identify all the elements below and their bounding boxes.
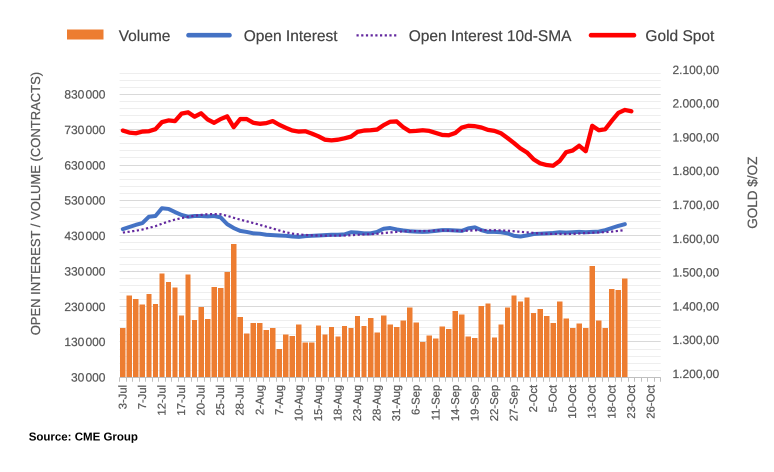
svg-text:10-Aug: 10-Aug — [293, 385, 305, 421]
svg-text:Volume: Volume — [119, 28, 171, 45]
svg-text:Open Interest: Open Interest — [244, 28, 339, 45]
svg-text:25-Jul: 25-Jul — [215, 385, 227, 416]
svg-text:22-Sep: 22-Sep — [489, 385, 501, 421]
svg-text:26-Oct: 26-Oct — [645, 384, 657, 419]
svg-text:11-Sep: 11-Sep — [430, 385, 442, 421]
svg-text:18-Aug: 18-Aug — [332, 385, 344, 421]
svg-text:20-Jul: 20-Jul — [196, 385, 208, 416]
svg-text:6-Sep: 6-Sep — [411, 385, 423, 415]
svg-text:1.800,00: 1.800,00 — [673, 164, 720, 178]
svg-text:1.400,00: 1.400,00 — [673, 299, 720, 313]
svg-text:OPEN INTEREST / VOLUME (CONTRA: OPEN INTEREST / VOLUME (CONTRACTS) — [28, 72, 43, 335]
svg-text:2.100,00: 2.100,00 — [673, 63, 720, 77]
svg-text:19-Sep: 19-Sep — [469, 385, 481, 421]
svg-text:1.700,00: 1.700,00 — [673, 198, 720, 212]
svg-text:1.900,00: 1.900,00 — [673, 130, 720, 144]
svg-text:18-Oct: 18-Oct — [606, 384, 618, 419]
svg-text:23-Oct: 23-Oct — [626, 384, 638, 419]
svg-text:Open Interest 10d-SMA: Open Interest 10d-SMA — [409, 28, 572, 45]
svg-text:23-Aug: 23-Aug — [352, 385, 364, 421]
svg-text:1.500,00: 1.500,00 — [673, 266, 720, 280]
svg-text:830000: 830000 — [64, 88, 105, 102]
svg-text:730000: 730000 — [64, 123, 105, 137]
svg-text:130000: 130000 — [64, 335, 105, 349]
svg-text:14-Sep: 14-Sep — [450, 385, 462, 421]
svg-text:630000: 630000 — [64, 158, 105, 172]
svg-text:2.000,00: 2.000,00 — [673, 97, 720, 111]
svg-text:2-Aug: 2-Aug — [254, 385, 266, 415]
svg-text:5-Oct: 5-Oct — [548, 384, 560, 412]
svg-text:27-Sep: 27-Sep — [509, 385, 521, 421]
svg-text:12-Jul: 12-Jul — [156, 385, 168, 416]
svg-text:7-Jul: 7-Jul — [137, 385, 149, 410]
svg-text:430000: 430000 — [64, 229, 105, 243]
svg-text:230000: 230000 — [64, 300, 105, 314]
svg-text:2-Oct: 2-Oct — [528, 384, 540, 412]
svg-text:330000: 330000 — [64, 264, 105, 278]
svg-text:13-Oct: 13-Oct — [587, 384, 599, 419]
svg-text:3-Jul: 3-Jul — [117, 385, 129, 410]
svg-text:28-Aug: 28-Aug — [372, 385, 384, 421]
svg-text:17-Jul: 17-Jul — [176, 385, 188, 416]
svg-text:28-Jul: 28-Jul — [235, 385, 247, 416]
svg-text:1.600,00: 1.600,00 — [673, 232, 720, 246]
svg-text:10-Oct: 10-Oct — [567, 384, 579, 419]
svg-text:7-Aug: 7-Aug — [274, 385, 286, 415]
svg-text:530000: 530000 — [64, 194, 105, 208]
svg-text:31-Aug: 31-Aug — [391, 385, 403, 421]
svg-text:GOLD $/OZ: GOLD $/OZ — [745, 157, 760, 229]
svg-text:15-Aug: 15-Aug — [313, 385, 325, 421]
svg-text:30000: 30000 — [71, 371, 106, 385]
svg-text:1.300,00: 1.300,00 — [673, 333, 720, 347]
svg-text:Gold Spot: Gold Spot — [645, 28, 715, 45]
svg-text:1.200,00: 1.200,00 — [673, 367, 720, 381]
svg-text:Source: CME Group: Source: CME Group — [29, 432, 138, 444]
